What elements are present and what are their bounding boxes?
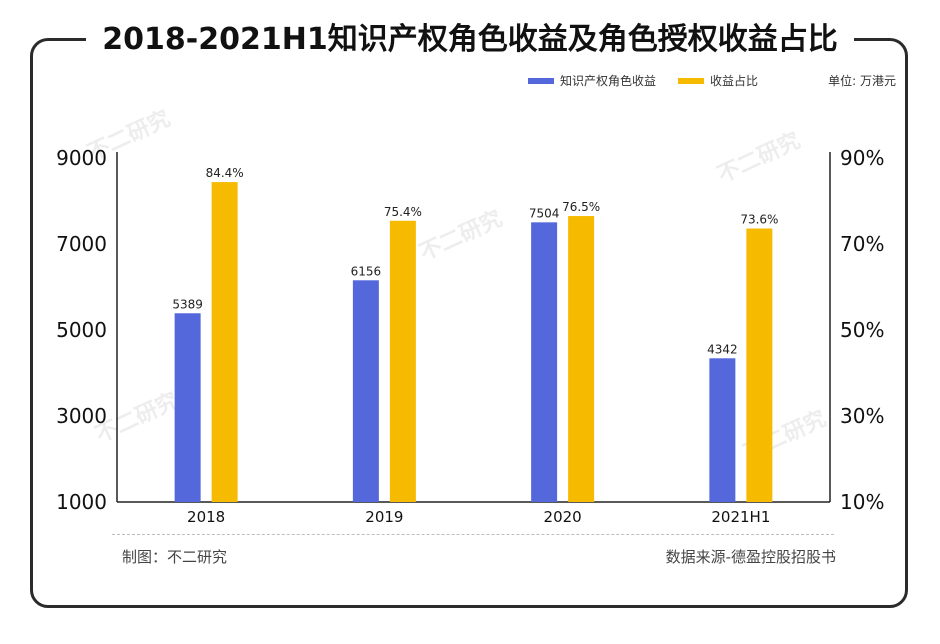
right-tick-label: 10% bbox=[840, 490, 884, 514]
footer-divider bbox=[112, 534, 834, 535]
left-tick-label: 7000 bbox=[56, 232, 107, 256]
revenue-data-label: 4342 bbox=[707, 342, 738, 356]
share-bar bbox=[389, 220, 416, 502]
revenue-bar bbox=[709, 358, 736, 502]
revenue-bar bbox=[174, 313, 201, 502]
legend-swatch-revenue bbox=[528, 77, 554, 84]
chart-title: 2018-2021H1知识产权角色收益及角色授权收益占比 bbox=[0, 14, 940, 58]
left-tick-label: 9000 bbox=[56, 146, 107, 170]
category-label: 2019 bbox=[365, 508, 403, 526]
share-data-label: 75.4% bbox=[384, 205, 422, 219]
category-label: 2021H1 bbox=[711, 508, 770, 526]
legend-item-revenue: 知识产权角色收益 bbox=[528, 72, 656, 89]
revenue-data-label: 6156 bbox=[351, 264, 382, 278]
share-bar bbox=[746, 228, 773, 502]
left-tick-label: 5000 bbox=[56, 318, 107, 342]
left-tick-label: 1000 bbox=[56, 490, 107, 514]
left-tick-label: 3000 bbox=[56, 404, 107, 428]
share-data-label: 84.4% bbox=[206, 166, 244, 180]
category-label: 2020 bbox=[544, 508, 582, 526]
legend-label-revenue: 知识产权角色收益 bbox=[560, 74, 657, 88]
legend-swatch-share bbox=[678, 77, 705, 84]
legend: 知识产权角色收益 收益占比 bbox=[528, 72, 758, 89]
share-data-label: 76.5% bbox=[562, 200, 600, 214]
revenue-data-label: 7504 bbox=[529, 206, 560, 220]
share-data-label: 73.6% bbox=[740, 213, 778, 227]
revenue-bar bbox=[531, 222, 558, 502]
revenue-bar bbox=[352, 280, 379, 502]
legend-item-share: 收益占比 bbox=[678, 72, 758, 89]
footer-source: 数据来源-德盈控股招股书 bbox=[665, 548, 836, 566]
share-bar bbox=[568, 216, 595, 503]
right-tick-label: 50% bbox=[840, 318, 884, 342]
legend-label-share: 收益占比 bbox=[710, 74, 759, 88]
chart-title-text: 2018-2021H1知识产权角色收益及角色授权收益占比 bbox=[86, 22, 854, 57]
right-tick-label: 30% bbox=[840, 404, 884, 428]
right-tick-label: 70% bbox=[840, 232, 884, 256]
unit-label: 单位: 万港元 bbox=[828, 74, 896, 88]
revenue-data-label: 5389 bbox=[172, 297, 203, 311]
right-tick-label: 90% bbox=[840, 146, 884, 170]
category-label: 2018 bbox=[187, 508, 225, 526]
footer-credit: 制图：不二研究 bbox=[122, 548, 228, 566]
share-bar bbox=[211, 182, 238, 502]
